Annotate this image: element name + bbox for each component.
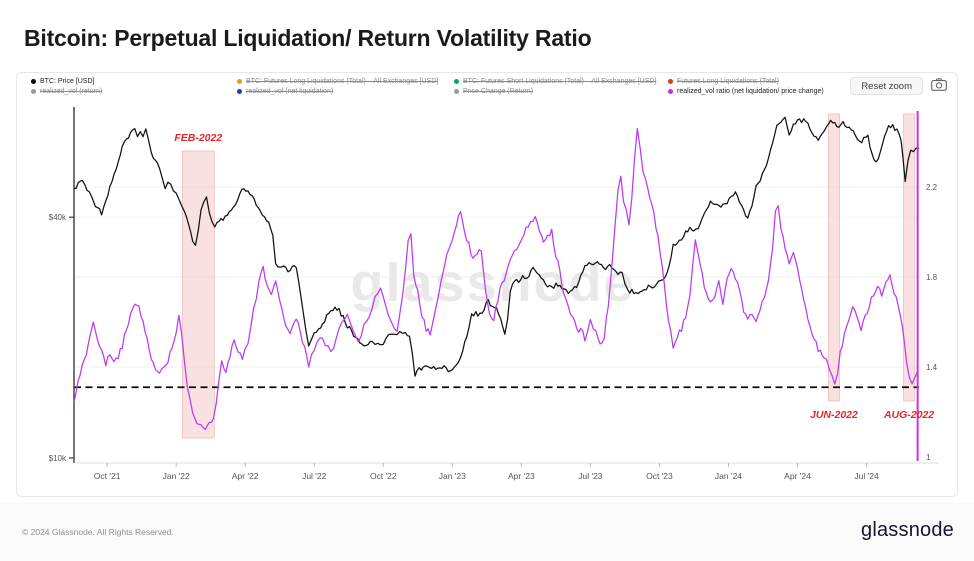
legend-label: BTC: Price [USD] (40, 78, 95, 85)
band-annotation-label: AUG-2022 (883, 409, 934, 421)
chart-canvas[interactable]: glassnode Oct '21 Jan '22 Apr '22 Jul '22 Oct… (17, 73, 959, 498)
chart-legend: BTC: Price [USD] BTC: Futures Long Liquid… (17, 78, 957, 104)
highlight-band (181, 150, 215, 439)
x-axis-label: Jul '22 (302, 471, 327, 481)
camera-icon[interactable] (929, 78, 949, 94)
legend-dot (237, 89, 242, 94)
legend-row-1: BTC: Price [USD] BTC: Futures Long Liquid… (17, 78, 957, 89)
page-title: Bitcoin: Perpetual Liquidation/ Return V… (24, 25, 592, 52)
ratio-axis-label: 1 (926, 453, 931, 462)
legend-label: BTC: Futures Short Liquidations (Total) … (463, 78, 657, 85)
band-annotation-label: JUN-2022 (810, 409, 858, 421)
x-axis-label: Jan '24 (715, 471, 742, 481)
price-axis-label: $40k (49, 213, 67, 222)
legend-label: realized_vol ratio (net liquidation/ pri… (677, 88, 824, 95)
legend-dot (237, 79, 242, 84)
series-line (73, 127, 919, 431)
legend-item[interactable]: realized_vol ratio (net liquidation/ pri… (668, 88, 824, 95)
footer: © 2024 Glassnode. All Rights Reserved. g… (0, 503, 974, 561)
legend-item[interactable]: BTC: Futures Short Liquidations (Total) … (454, 78, 656, 85)
copyright-text: © 2024 Glassnode. All Rights Reserved. (22, 527, 174, 537)
x-axis-label: Jul '24 (854, 471, 879, 481)
x-axis-label: Oct '22 (370, 471, 397, 481)
legend-item[interactable]: Price Change (Return) (454, 88, 533, 95)
legend-label: Price Change (Return) (463, 88, 534, 95)
legend-dot (668, 89, 673, 94)
legend-label: Futures Long Liquidations (Total) (677, 78, 779, 85)
legend-dot (31, 89, 36, 94)
legend-item[interactable]: BTC: Price [USD] (31, 78, 94, 85)
glassnode-logo: glassnode (861, 519, 954, 541)
band-annotation-label: FEB-2022 (174, 132, 222, 144)
legend-item[interactable]: realized_vol (return) (31, 88, 102, 95)
x-axis-label: Apr '23 (508, 471, 535, 481)
legend-item[interactable]: realized_vol (net liquidation) (237, 88, 333, 95)
x-axis-label: Apr '24 (784, 471, 811, 481)
x-axis-label: Oct '21 (94, 471, 121, 481)
x-axis-label: Oct '23 (646, 471, 673, 481)
legend-dot (31, 79, 36, 84)
legend-item[interactable]: BTC: Futures Long Liquidations (Total) –… (237, 78, 438, 85)
ratio-axis-label: 2.2 (926, 183, 938, 192)
price-axis-label: $10k (49, 454, 67, 463)
legend-label: realized_vol (return) (40, 88, 103, 95)
x-axis-label: Jul '23 (578, 471, 603, 481)
x-axis-label: Apr '22 (232, 471, 259, 481)
legend-label: BTC: Futures Long Liquidations (Total) –… (246, 78, 439, 85)
ratio-axis-label: 1.4 (926, 363, 938, 372)
highlight-band (828, 113, 840, 402)
legend-row-2: realized_vol (return) realized_vol (net l… (17, 88, 957, 99)
legend-item[interactable]: Futures Long Liquidations (Total) (668, 78, 779, 85)
highlight-band (903, 113, 915, 402)
legend-dot (454, 89, 459, 94)
x-axis-label: Jan '22 (163, 471, 190, 481)
legend-dot (454, 79, 459, 84)
legend-dot (668, 79, 673, 84)
reset-zoom-button[interactable]: Reset zoom (850, 77, 923, 95)
legend-label: realized_vol (net liquidation) (246, 88, 334, 95)
chart-card: BTC: Price [USD] BTC: Futures Long Liquid… (16, 72, 958, 497)
ratio-axis-label: 1.8 (926, 273, 938, 282)
series-line (73, 116, 920, 377)
x-axis-label: Jan '23 (439, 471, 466, 481)
watermark: glassnode (350, 253, 635, 313)
